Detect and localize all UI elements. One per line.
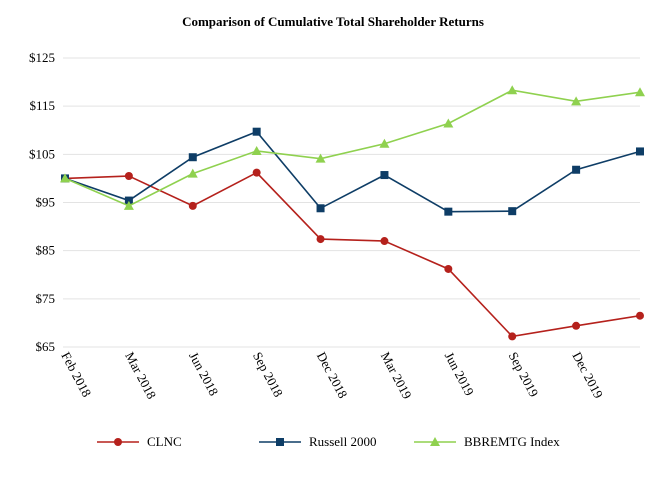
data-point — [188, 201, 197, 210]
data-point — [444, 207, 453, 216]
data-point — [571, 96, 582, 106]
data-point — [380, 171, 389, 180]
data-point — [635, 87, 645, 97]
legend-label: BBREMTG Index — [464, 434, 560, 449]
x-tick-label: Jun 2019 — [442, 349, 477, 398]
plot-area: $65 $75 $85 $95 $105 $115 $125 Feb 2018 Mar 2018… — [29, 50, 645, 401]
y-tick-label: $95 — [36, 195, 56, 210]
data-point — [252, 168, 261, 177]
data-point — [124, 172, 133, 181]
y-tick-label: $125 — [29, 50, 55, 65]
y-tick-label: $105 — [29, 146, 55, 161]
series-line — [64, 130, 641, 213]
legend-marker-square-icon — [259, 438, 301, 446]
legend-item-clnc: CLNC — [97, 434, 182, 450]
legend-item-bbremtg-index: BBREMTG Index — [414, 434, 560, 450]
data-point — [636, 147, 644, 156]
data-point — [124, 196, 133, 205]
y-tick-label: $115 — [29, 98, 55, 113]
legend-label: CLNC — [147, 434, 182, 449]
y-tick-label: $65 — [36, 339, 56, 354]
data-point — [123, 200, 134, 210]
x-tick-label: Sep 2019 — [506, 349, 542, 399]
data-point — [508, 207, 517, 216]
legend-marker-triangle-icon — [414, 437, 456, 446]
x-tick-label: Dec 2018 — [314, 349, 351, 400]
x-tick-label: Sep 2018 — [250, 349, 286, 399]
data-point — [508, 332, 517, 341]
data-point — [188, 153, 197, 162]
data-point — [251, 145, 262, 155]
data-point — [444, 264, 453, 273]
data-point — [379, 138, 390, 148]
data-point — [572, 321, 581, 330]
y-tick-label: $75 — [36, 291, 56, 306]
data-point — [636, 311, 644, 320]
legend-label: Russell 2000 — [309, 434, 377, 449]
data-point — [443, 118, 454, 128]
series-line — [64, 89, 641, 207]
data-point — [380, 237, 389, 246]
y-tick-label: $85 — [36, 243, 56, 258]
data-point — [316, 204, 325, 213]
x-tick-label: Feb 2018 — [58, 349, 94, 399]
x-tick-label: Jun 2018 — [186, 349, 221, 398]
data-point — [252, 127, 261, 136]
data-point — [315, 153, 326, 163]
data-point — [572, 165, 581, 174]
legend-item-russell-2000: Russell 2000 — [259, 434, 377, 450]
x-tick-label: Mar 2019 — [378, 349, 415, 401]
x-tick-label: Dec 2019 — [569, 349, 606, 400]
data-point — [187, 168, 198, 178]
legend-marker-circle-icon — [97, 438, 139, 446]
data-point — [316, 235, 325, 244]
data-point — [507, 85, 518, 95]
x-tick-label: Mar 2018 — [122, 349, 159, 401]
series-line — [64, 171, 641, 338]
data-point — [60, 173, 70, 183]
chart-title: Comparison of Cumulative Total Sharehold… — [182, 14, 484, 29]
